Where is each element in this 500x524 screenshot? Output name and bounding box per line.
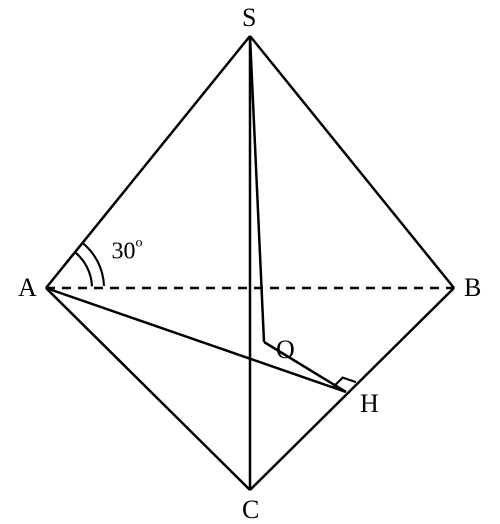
- vertex-label-B: B: [464, 273, 481, 302]
- vertex-label-C: C: [242, 495, 259, 524]
- edge-S-A: [46, 36, 250, 288]
- vertex-label-H: H: [360, 389, 379, 418]
- vertex-label-O: O: [276, 335, 295, 364]
- edge-S-O: [250, 36, 264, 342]
- edge-B-C: [250, 288, 454, 490]
- angle-arc: [74, 252, 92, 287]
- vertex-label-S: S: [242, 3, 256, 32]
- edge-A-C: [46, 288, 250, 490]
- angle-label: 30o: [111, 236, 142, 265]
- tetrahedron-diagram: S A B C O H 30o: [0, 0, 500, 524]
- edges: [46, 36, 454, 490]
- vertex-label-A: A: [18, 273, 37, 302]
- edge-S-B: [250, 36, 454, 288]
- edge-A-H: [46, 288, 346, 392]
